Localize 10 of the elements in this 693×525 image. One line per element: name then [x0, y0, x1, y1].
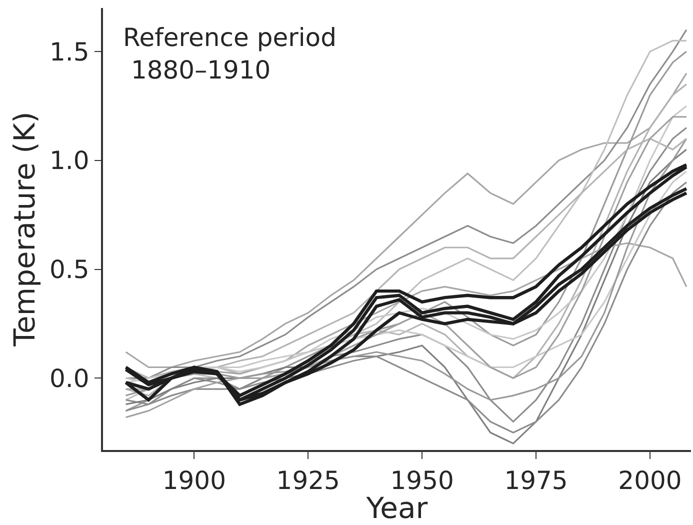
y-tick-label: 1.0: [49, 146, 90, 176]
x-tick-label: 1975: [504, 466, 568, 495]
y-tick-label: 0.5: [49, 255, 90, 284]
y-axis-title: Temperature (K): [7, 112, 42, 348]
annotation: Reference period 1880–1910: [123, 23, 336, 84]
x-tick-label: 1900: [162, 466, 226, 495]
y-tick-label: 1.5: [49, 37, 90, 66]
x-tick-label: 2000: [618, 466, 682, 495]
y-tick-label: 0.0: [49, 364, 90, 393]
x-tick-label: 1925: [276, 466, 340, 495]
